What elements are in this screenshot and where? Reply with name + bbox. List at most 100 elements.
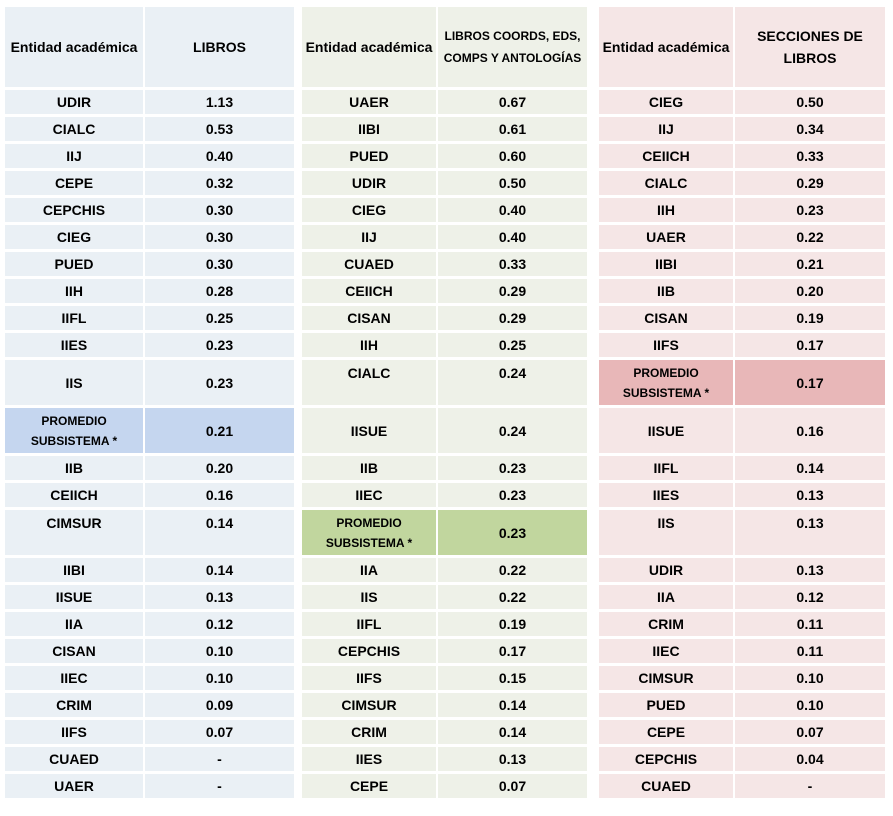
table-row: IIFL 0.19: [302, 612, 587, 636]
value-cell: 0.10: [145, 639, 294, 663]
value-cell: 0.11: [735, 612, 885, 636]
entity-cell: IIFS: [5, 720, 143, 744]
table-row: IIB 0.23: [302, 456, 587, 480]
value-cell: 0.67: [438, 90, 587, 114]
entity-cell: IIEC: [599, 639, 733, 663]
table-row: IIES 0.13: [599, 483, 885, 507]
value-cell: 0.23: [438, 483, 587, 507]
entity-cell: CISAN: [5, 639, 143, 663]
entity-cell: CIALC: [599, 171, 733, 195]
entity-cell: IIA: [302, 558, 436, 582]
entity-cell: IIBI: [302, 117, 436, 141]
table-row: CIEG 0.50: [599, 90, 885, 114]
table-row: IIBI 0.14: [5, 558, 294, 582]
value-cell: 0.23: [438, 510, 587, 555]
entity-cell: CEPCHIS: [599, 747, 733, 771]
value-cell: 0.17: [735, 333, 885, 357]
table-row: CEPE 0.32: [5, 171, 294, 195]
entity-cell: CEIICH: [5, 483, 143, 507]
value-cell: 0.12: [735, 585, 885, 609]
header-entidad: Entidad académica: [599, 7, 733, 87]
entity-cell: IISUE: [302, 408, 436, 453]
entity-cell: CEPCHIS: [5, 198, 143, 222]
table-row: IIEC 0.11: [599, 639, 885, 663]
entity-cell: CIMSUR: [5, 510, 143, 555]
value-cell: 0.23: [438, 456, 587, 480]
table-row: CRIM 0.09: [5, 693, 294, 717]
table-row: CIMSUR 0.14: [302, 693, 587, 717]
value-cell: 0.04: [735, 747, 885, 771]
entity-cell: UDIR: [599, 558, 733, 582]
value-cell: 0.11: [735, 639, 885, 663]
table-row: IISUE 0.16: [599, 408, 885, 453]
value-cell: 0.40: [438, 225, 587, 249]
table-row: IIBI 0.21: [599, 252, 885, 276]
table-row: IISUE 0.24: [302, 408, 587, 453]
entity-cell: CUAED: [302, 252, 436, 276]
entity-cell: IIB: [5, 456, 143, 480]
table-row: IIA 0.22: [302, 558, 587, 582]
value-cell: 0.10: [145, 666, 294, 690]
entity-cell: CRIM: [302, 720, 436, 744]
value-cell: 0.24: [438, 360, 587, 405]
table-row: CIALC 0.29: [599, 171, 885, 195]
entity-cell: IIES: [599, 483, 733, 507]
entity-cell: IIA: [599, 585, 733, 609]
entity-cell: PROMEDIO SUBSISTEMA *: [5, 408, 143, 453]
table-row: IIB 0.20: [599, 279, 885, 303]
value-cell: 0.28: [145, 279, 294, 303]
header-entidad: Entidad académica: [5, 7, 143, 87]
entity-cell: CIMSUR: [302, 693, 436, 717]
value-cell: 0.14: [145, 510, 294, 555]
entity-cell: IIJ: [599, 117, 733, 141]
entity-cell: IIFS: [599, 333, 733, 357]
value-cell: 0.34: [735, 117, 885, 141]
entity-cell: CISAN: [599, 306, 733, 330]
entity-cell: IIFL: [599, 456, 733, 480]
entity-cell: PUED: [302, 144, 436, 168]
entity-cell: UDIR: [302, 171, 436, 195]
entity-cell: CEIICH: [599, 144, 733, 168]
entity-cell: CEPE: [599, 720, 733, 744]
table-header-row: Entidad académica LIBROS COORDS, EDS, CO…: [302, 7, 587, 87]
value-cell: 0.40: [145, 144, 294, 168]
table-row: CUAED -: [5, 747, 294, 771]
table-row: IISUE 0.13: [5, 585, 294, 609]
table-row: CRIM 0.14: [302, 720, 587, 744]
table-row: IIJ 0.40: [5, 144, 294, 168]
table-coords: Entidad académica LIBROS COORDS, EDS, CO…: [300, 4, 589, 801]
entity-cell: CIEG: [599, 90, 733, 114]
entity-cell: IIEC: [5, 666, 143, 690]
table-row: UDIR 0.50: [302, 171, 587, 195]
value-cell: 0.23: [735, 198, 885, 222]
table-row: PUED 0.10: [599, 693, 885, 717]
entity-cell: CIMSUR: [599, 666, 733, 690]
entity-cell: CISAN: [302, 306, 436, 330]
table-row: CEPCHIS 0.17: [302, 639, 587, 663]
entity-cell: IIS: [5, 360, 143, 405]
entity-cell: CEPE: [302, 774, 436, 798]
table-row: CIMSUR 0.14: [5, 510, 294, 555]
table-row: CEPE 0.07: [302, 774, 587, 798]
value-cell: 0.13: [438, 747, 587, 771]
header-libros: LIBROS: [145, 7, 294, 87]
table-row: IIES 0.23: [5, 333, 294, 357]
value-cell: 0.60: [438, 144, 587, 168]
value-cell: 0.10: [735, 666, 885, 690]
entity-cell: IIFL: [5, 306, 143, 330]
entity-cell: CRIM: [5, 693, 143, 717]
table-row: IIBI 0.61: [302, 117, 587, 141]
value-cell: 0.13: [735, 510, 885, 555]
entity-cell: CEIICH: [302, 279, 436, 303]
value-cell: 0.23: [145, 360, 294, 405]
value-cell: 0.17: [438, 639, 587, 663]
entity-cell: UAER: [302, 90, 436, 114]
entity-cell: CIALC: [5, 117, 143, 141]
header-entidad: Entidad académica: [302, 7, 436, 87]
entity-cell: IIBI: [599, 252, 733, 276]
entity-cell: IIFL: [302, 612, 436, 636]
table-row: CIEG 0.40: [302, 198, 587, 222]
value-cell: 0.22: [735, 225, 885, 249]
value-cell: 0.07: [438, 774, 587, 798]
value-cell: 0.50: [735, 90, 885, 114]
